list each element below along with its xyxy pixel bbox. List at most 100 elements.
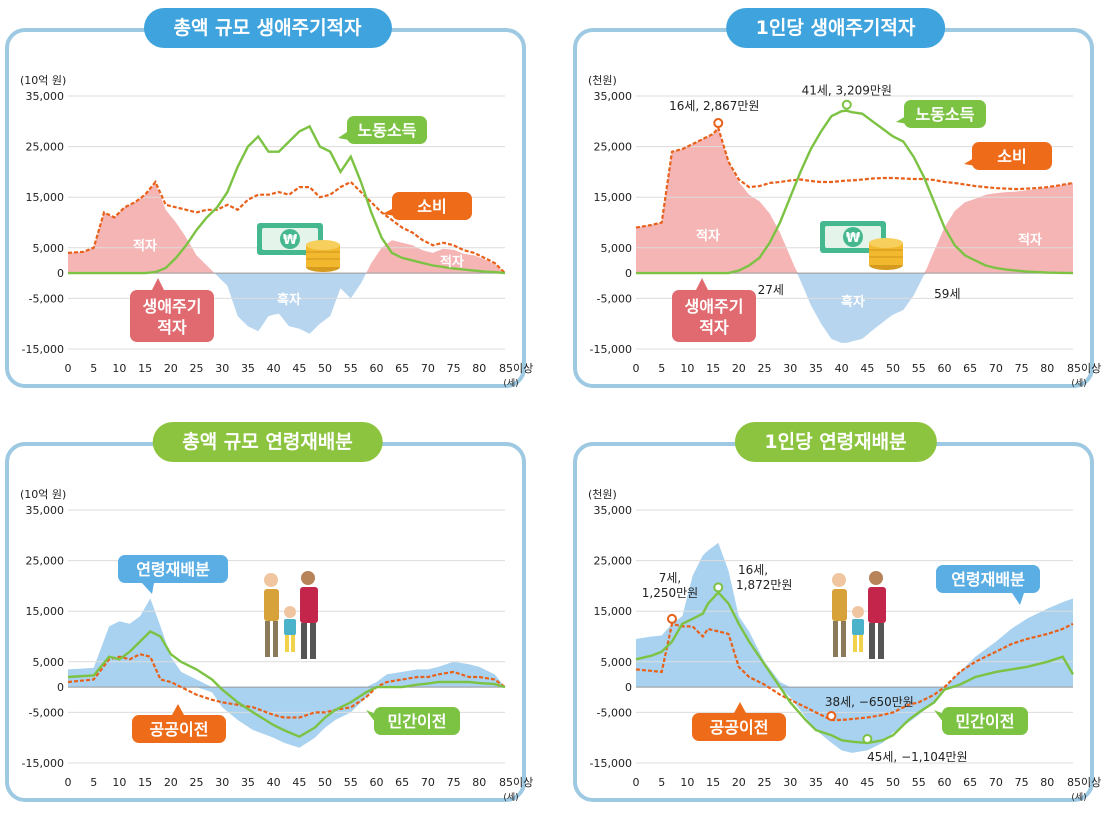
- chart-total-age-reallocation: (10억 원) 35,000 25,000 15,000 5,000 0 -5,000 -15…: [20, 488, 533, 803]
- callout-text: 연령재배분: [136, 560, 210, 579]
- x-tick-label: 15: [138, 362, 152, 375]
- deficit-label-left: 적자: [696, 228, 720, 244]
- family-icon: [832, 571, 886, 659]
- callout-text: 소비: [997, 147, 1026, 166]
- y-tick-label: 25,000: [594, 141, 633, 154]
- y-tick-label: 15,000: [594, 605, 633, 618]
- x-tick-label: 30: [783, 776, 797, 789]
- private-transfer-callout: 민간이전: [366, 707, 460, 735]
- x-tick-label: 5: [658, 362, 665, 375]
- panel-total-age-reallocation: (10억 원) 35,000 25,000 15,000 5,000 0 -5,000 -15…: [2, 422, 533, 806]
- callout-box: [936, 565, 1040, 593]
- surplus-label: 흑자: [277, 292, 301, 308]
- x-tick-label: 75: [1015, 362, 1029, 375]
- family-icon: [264, 571, 318, 659]
- private-min-label: 45세, −1,104만원: [867, 750, 967, 764]
- x-tick-label: 0: [633, 362, 640, 375]
- x-tick-label: 65: [963, 362, 977, 375]
- deficit-area: [68, 183, 505, 274]
- callout-box: [130, 290, 214, 342]
- panel-title: 총액 규모 연령재배분: [152, 422, 383, 462]
- surplus-area: [68, 273, 505, 334]
- callout-box: [392, 192, 472, 220]
- public-peak-label-line2: 1,250만원: [642, 586, 698, 600]
- x-tick-label: 5: [90, 362, 97, 375]
- labor-income-line: [636, 109, 1074, 275]
- y-tick-label: 15,000: [26, 191, 65, 204]
- x-tick-label: 45: [860, 362, 874, 375]
- x-tick-label: 25: [758, 362, 772, 375]
- callout-tail: [142, 583, 154, 594]
- x-tick-label: 65: [395, 776, 409, 789]
- callout-text: 민간이전: [388, 712, 447, 731]
- peak-labor-label: 41세, 3,209만원: [802, 84, 892, 98]
- x-tick-label: 35: [241, 776, 255, 789]
- y-tick-label: 5,000: [33, 242, 65, 255]
- y-unit-label: (천원): [588, 487, 617, 501]
- x-tick-label: 85이상: [1067, 362, 1101, 375]
- y-unit-label: (10억 원): [20, 488, 66, 501]
- chart-percapita-lifecycle-deficit: (천원) 35,000 25,000 15,000 5,000 0 -5,000 -15,00…: [588, 73, 1101, 389]
- private-transfer-callout: 민간이전: [934, 707, 1028, 735]
- panel-title: 1인당 생애주기적자: [725, 8, 946, 48]
- x-tick-label: 40: [267, 362, 281, 375]
- x-tick-label: 85이상: [499, 362, 533, 375]
- callout-box: [972, 142, 1052, 170]
- labor-income-callout: 노동소득: [338, 116, 427, 144]
- x-tick-label: 60: [369, 362, 383, 375]
- callout-box: [132, 715, 226, 743]
- x-tick-label: 85이상: [499, 776, 533, 789]
- peak-labor-marker: [841, 99, 852, 110]
- private-peak-label-line1: 16세,: [738, 563, 768, 577]
- panel-percapita-age-reallocation: (천원) 35,000 25,000 15,000 5,000 0 -5,000 -15,00…: [570, 422, 1101, 806]
- age-reallocation-callout: 연령재배분: [936, 565, 1040, 605]
- y-tick-label: -15,000: [590, 757, 632, 770]
- x-tick-label: 55: [344, 776, 358, 789]
- x-tick-label: 40: [835, 362, 849, 375]
- callout-text: 연령재배분: [951, 570, 1025, 589]
- x-tick-label: 25: [190, 362, 204, 375]
- x-tick-label: 40: [835, 776, 849, 789]
- callout-tail: [934, 710, 946, 726]
- age-reallocation-callout: 연령재배분: [118, 555, 228, 594]
- y-tick-label: -5,000: [29, 292, 64, 305]
- private-peak-label-line2: 1,872만원: [736, 578, 792, 592]
- callout-text: 노동소득: [916, 105, 975, 124]
- deficit-area: [636, 128, 1073, 274]
- panel-title: 총액 규모 생애주기적자: [143, 8, 392, 48]
- public-peak-label-line1: 7세,: [659, 571, 682, 585]
- public-transfer-line: [67, 653, 506, 719]
- callout-text: 생애주기: [685, 297, 744, 316]
- x-tick-label: 55: [912, 776, 926, 789]
- private-min-marker: [862, 733, 873, 744]
- y-tick-label: -15,000: [22, 757, 64, 770]
- y-tick-label: 35,000: [594, 90, 633, 103]
- x-unit-label: (세): [1071, 792, 1086, 803]
- callout-tail: [172, 704, 184, 715]
- consumption-callout: 소비: [382, 192, 472, 220]
- svg-text:₩: ₩: [846, 231, 861, 246]
- y-tick-label: -5,000: [597, 292, 632, 305]
- x-tick-label: 0: [633, 776, 640, 789]
- peak-consumption-marker: [713, 118, 724, 129]
- consumption-callout: 소비: [964, 142, 1052, 170]
- callout-text: 공공이전: [150, 720, 209, 739]
- x-tick-label: 50: [318, 362, 332, 375]
- callout-text: 생애주기: [143, 297, 202, 316]
- x-tick-label: 15: [138, 776, 152, 789]
- x-tick-label: 10: [680, 362, 694, 375]
- x-tick-label: 75: [447, 362, 461, 375]
- private-peak-marker: [713, 582, 724, 593]
- x-tick-label: 60: [937, 362, 951, 375]
- x-tick-label: 10: [680, 776, 694, 789]
- x-tick-label: 80: [1040, 362, 1054, 375]
- x-tick-label: 5: [90, 776, 97, 789]
- x-tick-label: 5: [658, 776, 665, 789]
- x-tick-label: 45: [292, 776, 306, 789]
- x-tick-label: 50: [886, 362, 900, 375]
- y-tick-label: -15,000: [22, 343, 64, 356]
- callout-text-line2: 적자: [157, 318, 187, 337]
- public-min-marker: [826, 710, 837, 721]
- y-tick-label: 5,000: [601, 242, 633, 255]
- y-tick-label: 0: [625, 681, 632, 694]
